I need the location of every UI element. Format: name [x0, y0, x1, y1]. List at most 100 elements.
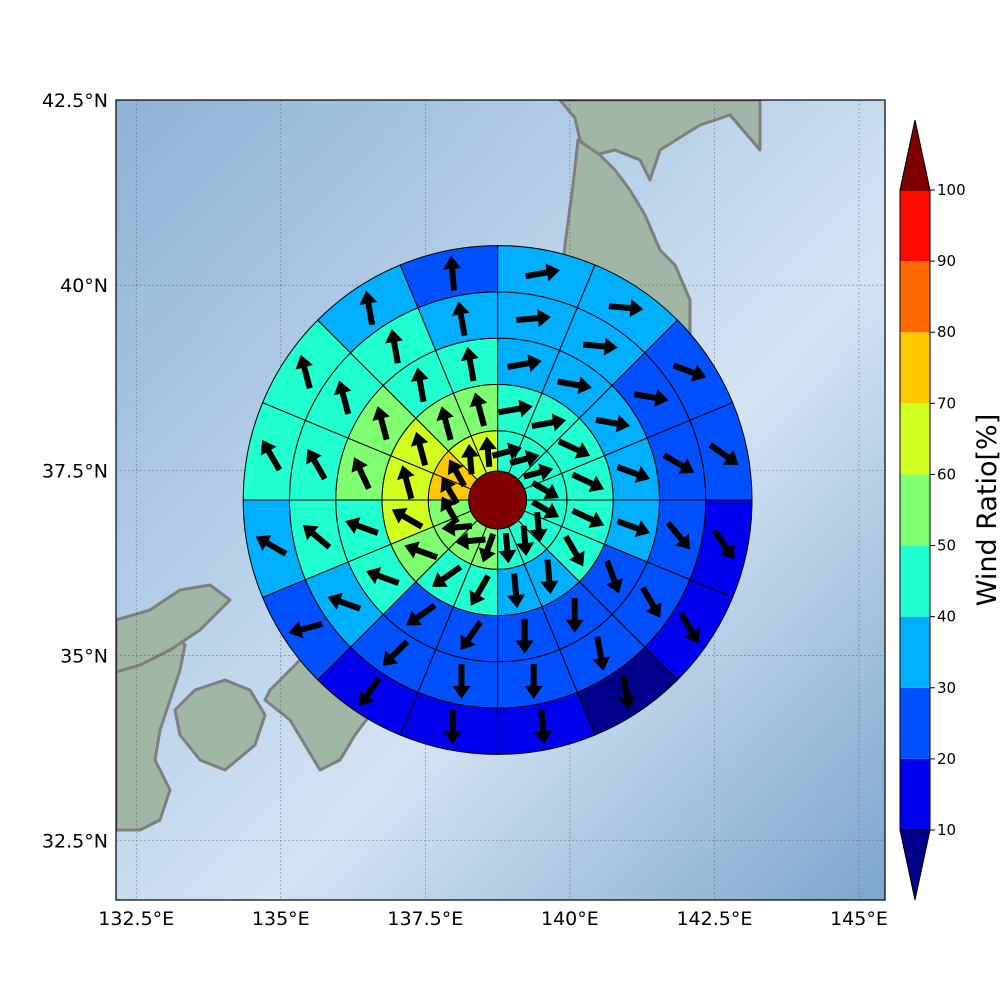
wind-arrow: [516, 309, 551, 328]
polar-wind-grid: [242, 245, 753, 755]
colorbar-segment: [900, 403, 930, 475]
wind-arrow: [382, 639, 410, 667]
wind-arrow: [327, 592, 362, 612]
colorbar-segment: [900, 190, 930, 262]
wind-arrow: [478, 436, 497, 468]
wind-arrows: [255, 255, 739, 745]
wind-arrow: [571, 507, 605, 529]
wind-arrow: [616, 464, 651, 483]
colorbar-tick-label: 50: [937, 537, 956, 555]
wind-arrow: [397, 465, 415, 500]
latitude-tick-labels: 32.5°N 35°N 37.5°N 40°N 42.5°N: [42, 90, 108, 853]
wind-arrow: [525, 263, 560, 282]
lon-tick-label: 140°E: [541, 908, 599, 930]
wind-arrow: [440, 477, 460, 506]
colorbar-tick-label: 70: [937, 394, 956, 412]
lat-tick-label: 40°N: [60, 275, 108, 297]
lat-tick-label: 35°N: [60, 646, 108, 668]
wind-arrow: [557, 438, 591, 459]
wind-arrow: [447, 459, 467, 488]
wind-arrow: [260, 439, 283, 472]
chugoku-land: [116, 583, 232, 674]
wind-arrow: [410, 367, 429, 403]
wind-arrow: [662, 452, 695, 474]
wind-arrow: [507, 354, 542, 373]
wind-arrow: [531, 499, 559, 519]
wind-arrow: [491, 442, 522, 460]
longitude-tick-labels: 132.5°E 135°E 137.5°E 140°E 142.5°E 145°E: [98, 908, 888, 930]
wind-arrow: [410, 431, 429, 467]
map-panel: [115, 99, 886, 901]
colorbar-segment: [900, 261, 930, 333]
colorbar-tick-label: 40: [937, 608, 956, 626]
wind-arrow: [523, 463, 554, 481]
lon-tick-label: 135°E: [252, 908, 310, 930]
wind-arrow: [391, 508, 424, 530]
colorbar: 10 20 30 40 50 60 70 80 90 100: [899, 119, 966, 901]
wind-arrow: [443, 709, 462, 745]
colorbar-tick-label: 30: [937, 679, 956, 697]
wind-arrow: [617, 674, 636, 710]
wind-arrow: [531, 480, 559, 500]
wind-arrow: [365, 567, 400, 586]
wind-arrow: [455, 532, 486, 551]
wind-arrow: [708, 442, 739, 465]
wind-arrow: [478, 532, 497, 563]
wind-arrow: [608, 299, 644, 318]
colorbar-tick-label: 60: [937, 465, 956, 483]
colorbar-tick-label: 90: [937, 252, 956, 270]
wind-arrow: [469, 392, 488, 427]
wind-arrow: [404, 541, 439, 561]
wind-arrow: [498, 399, 533, 418]
wind-arrow: [460, 620, 483, 651]
wind-arrow: [640, 586, 662, 618]
wind-arrow: [595, 414, 631, 433]
wind-arrow: [516, 525, 535, 556]
map-frame: [115, 99, 886, 901]
wind-arrow: [712, 529, 735, 560]
wind-arrow: [406, 602, 437, 626]
wind-arrow: [432, 564, 463, 587]
wind-arrow: [333, 380, 352, 415]
colorbar-segment: [900, 332, 930, 404]
wind-arrow: [460, 346, 479, 382]
colorbar-label: Wind Ratio[%]: [972, 414, 1000, 606]
wind-arrow: [461, 444, 480, 475]
colorbar-tick-label: 80: [937, 323, 956, 341]
colorbar-frame: [899, 189, 931, 831]
shikoku-land: [173, 678, 267, 772]
wind-arrow: [295, 354, 313, 390]
wind-arrow: [451, 301, 470, 337]
wind-arrow: [582, 337, 618, 356]
wind-arrow: [515, 618, 534, 654]
wind-arrow: [441, 518, 473, 537]
lat-tick-label: 42.5°N: [42, 90, 108, 112]
wind-arrow: [592, 636, 611, 671]
wind-arrow: [359, 676, 382, 707]
wind-arrow: [540, 559, 559, 595]
wind-arrow: [372, 406, 390, 441]
wind-arrow: [529, 511, 548, 543]
colorbar-segment: [900, 687, 930, 759]
lon-tick-label: 132.5°E: [98, 908, 174, 930]
colorbar-segment: [900, 758, 930, 830]
wind-arrow: [672, 362, 707, 382]
wind-arrow: [531, 413, 567, 432]
colorbar-segment: [900, 616, 930, 688]
wind-arrow: [443, 255, 462, 291]
wind-arrow: [616, 518, 651, 538]
wind-arrow: [302, 524, 332, 550]
colorbar-segment: [900, 545, 930, 617]
wind-arrow: [436, 406, 454, 441]
wind-arrow: [498, 532, 517, 564]
wind-arrow: [507, 573, 526, 609]
lat-tick-label: 37.5°N: [42, 460, 108, 482]
wind-arrow: [534, 709, 553, 745]
wind-arrow: [678, 611, 700, 644]
wind-arrow: [665, 520, 691, 550]
lon-tick-label: 145°E: [830, 908, 888, 930]
wind-arrow: [633, 389, 669, 407]
wind-arrow: [359, 290, 378, 326]
wind-arrow: [306, 448, 328, 481]
